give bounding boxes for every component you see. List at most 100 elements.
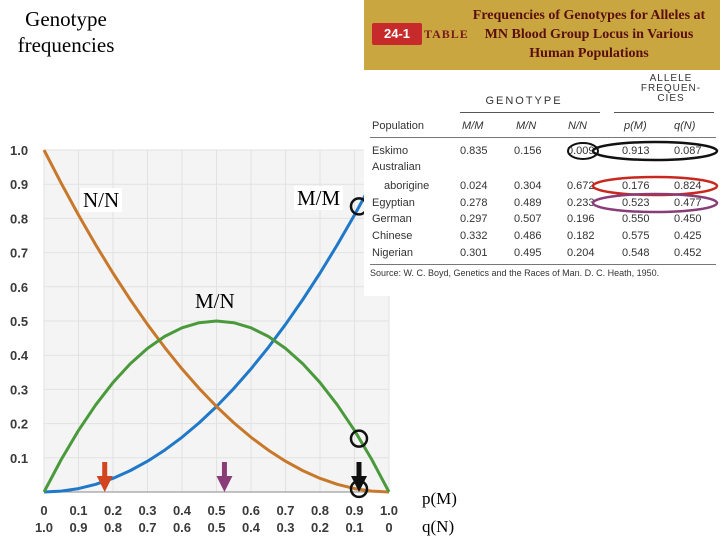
series-line-nn (42, 149, 390, 494)
x-tick-label-p: 1.0 (380, 503, 398, 518)
cell-nn: 0.204 (567, 247, 595, 259)
cell-p: 0.913 (622, 145, 650, 157)
table-title: Frequencies of Genotypes for Alleles at … (472, 8, 706, 61)
table-highlights (567, 140, 719, 214)
arrow-head (96, 476, 113, 492)
col-mn: M/N (516, 120, 537, 132)
allele-frequencies-heading: ALLELE FREQUEN- CIES (640, 73, 702, 104)
x-tick-label-q: 0.7 (138, 520, 156, 535)
x-tick-label-p: 0 (40, 503, 47, 518)
label-mn: M/N (195, 289, 235, 313)
col-population: Population (372, 120, 424, 132)
cell-mm: 0.332 (460, 230, 488, 242)
cell-q: 0.425 (674, 230, 702, 242)
row-highlight-oval (591, 175, 719, 197)
cell-mn: 0.486 (514, 230, 542, 242)
cell-q: 0.087 (674, 145, 702, 157)
col-mm: M/M (462, 120, 484, 132)
cell-nn: 0.196 (567, 213, 595, 225)
cell-mn: 0.156 (514, 145, 542, 157)
cell-p: 0.523 (622, 197, 650, 209)
y-tick-label: 0.5 (10, 314, 28, 329)
x-tick-label-p: 0.8 (311, 503, 329, 518)
x-tick-label-p: 0.5 (207, 503, 225, 518)
cell-mm: 0.297 (460, 213, 488, 225)
cell-nn: 0.233 (567, 197, 595, 209)
cell-p: 0.548 (622, 247, 650, 259)
cell-nn: 0.182 (567, 230, 595, 242)
cell-population: Chinese (372, 230, 413, 242)
cell-q: 0.477 (674, 197, 702, 209)
x-tick-label-q: 0.9 (69, 520, 87, 535)
cell-mm: 0.278 (460, 197, 488, 209)
x-tick-label-q: 0.1 (345, 520, 363, 535)
x-tick-label-p: 0.1 (69, 503, 87, 518)
y-tick-label: 0.1 (10, 451, 28, 466)
x-tick-label-q: 0.6 (173, 520, 191, 535)
y-tick-label: 1.0 (10, 143, 28, 158)
y-tick-label: 0.9 (10, 177, 28, 192)
cell-p: 0.176 (622, 180, 650, 192)
y-tick-label: 0.6 (10, 280, 28, 295)
cell-population: German (372, 213, 412, 225)
nn-highlight-oval (567, 142, 599, 160)
cell-mm: 0.301 (460, 247, 488, 259)
x-tick-label-p: 0.4 (173, 503, 192, 518)
genotype-heading: GENOTYPE (485, 95, 563, 107)
chart-markers (96, 197, 369, 499)
arrow-head (216, 476, 233, 492)
cell-q: 0.450 (674, 213, 702, 225)
cell-population: Eskimo (372, 145, 409, 157)
x-tick-label-p: 0.3 (138, 503, 156, 518)
slide-title: Genotype frequencies (17, 7, 115, 57)
x-tick-label-q: 1.0 (35, 520, 53, 535)
y-tick-label: 0.4 (10, 348, 29, 363)
cell-population: Australian (372, 161, 421, 173)
row-highlight-oval (591, 140, 719, 162)
x-tick-label-p: 0.2 (104, 503, 122, 518)
cell-mn: 0.489 (514, 197, 542, 209)
cell-p: 0.575 (622, 230, 650, 242)
cell-mn: 0.507 (514, 213, 542, 225)
table-source: Source: W. C. Boyd, Genetics and the Rac… (370, 268, 660, 278)
row-highlight-oval (591, 192, 719, 214)
label-mm: M/M (294, 186, 344, 210)
cell-mn: 0.304 (514, 180, 542, 192)
cell-population: Nigerian (372, 247, 413, 259)
cell-q: 0.452 (674, 247, 702, 259)
cell-mn: 0.495 (514, 247, 542, 259)
x-tick-label-q: 0.5 (207, 520, 225, 535)
x-tick-label-p: 0.9 (345, 503, 363, 518)
cell-population: aborigine (384, 180, 430, 192)
cell-nn: 0.009 (567, 145, 595, 157)
frequency-table: 24-1 TABLE Frequencies of Genotypes for … (364, 0, 720, 296)
value-circle (349, 429, 369, 448)
cell-mm: 0.835 (460, 145, 488, 157)
cell-population: Egyptian (372, 197, 415, 209)
x-tick-label-p: 0.6 (242, 503, 260, 518)
grid-lines (43, 149, 390, 493)
footer-rule (370, 264, 716, 265)
cell-mm: 0.024 (460, 180, 488, 192)
y-tick-label: 0.7 (10, 246, 28, 261)
axis-note-q: q(N) (422, 517, 455, 536)
axis-note-p: p(M) (422, 489, 457, 508)
cell-nn: 0.672 (567, 180, 595, 192)
label-nn: N/N (80, 188, 123, 212)
arrow-head (350, 476, 367, 492)
x-tick-label-q: 0.3 (276, 520, 294, 535)
col-nn: N/N (568, 120, 587, 132)
value-circle (349, 479, 369, 499)
cell-p: 0.550 (622, 213, 650, 225)
genotype-rule (460, 112, 600, 113)
axis-ticks: 0.1 0.2 0.3 0.4 0.5 0.6 0.7 0.8 0.9 1.0 0 0.1 0.2 0.3… (10, 143, 398, 535)
table-header: 24-1 TABLE Frequencies of Genotypes for … (364, 0, 720, 70)
col-q: q(N) (674, 120, 696, 132)
y-tick-label: 0.8 (10, 211, 28, 226)
col-p: p(M) (624, 120, 647, 132)
header-rule (370, 137, 716, 138)
table-badge: 24-1 (372, 23, 422, 45)
table-badge-word: TABLE (424, 27, 469, 41)
y-tick-label: 0.2 (10, 417, 28, 432)
x-tick-label-q: 0.8 (104, 520, 122, 535)
